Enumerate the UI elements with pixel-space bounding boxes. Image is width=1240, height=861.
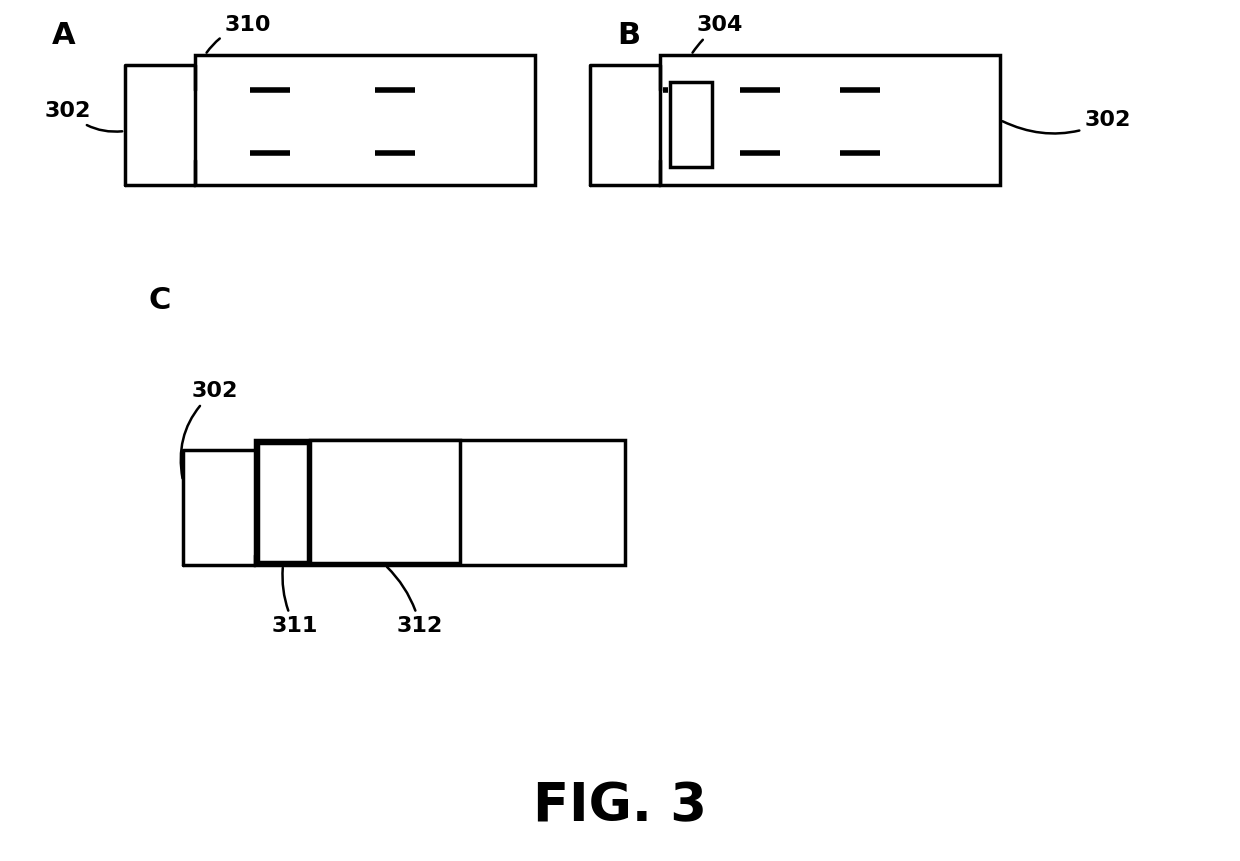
Text: B: B [618, 21, 640, 50]
Text: 311: 311 [272, 567, 319, 636]
Text: 302: 302 [181, 381, 238, 478]
Bar [255, 440, 625, 565]
Bar [660, 55, 999, 185]
Text: 302: 302 [45, 101, 123, 132]
Bar [670, 82, 712, 167]
Bar [258, 443, 308, 562]
Text: 310: 310 [207, 15, 272, 53]
Text: A: A [52, 21, 76, 50]
Bar [310, 440, 460, 563]
Bar [195, 55, 534, 185]
Text: FIG. 3: FIG. 3 [533, 780, 707, 832]
Text: 302: 302 [1002, 110, 1131, 133]
Text: 312: 312 [387, 567, 443, 636]
Text: C: C [148, 286, 170, 315]
Text: 304: 304 [692, 15, 743, 53]
